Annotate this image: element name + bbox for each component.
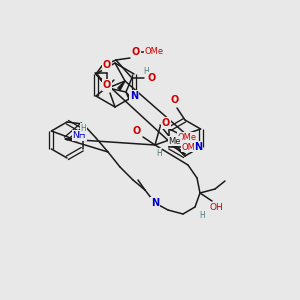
Text: O: O	[133, 126, 141, 136]
Polygon shape	[126, 92, 132, 101]
Text: H: H	[80, 124, 86, 133]
Text: N: N	[151, 198, 159, 208]
Text: O: O	[148, 73, 156, 83]
Polygon shape	[118, 81, 125, 90]
Text: OMe: OMe	[182, 142, 201, 152]
Text: H: H	[156, 148, 162, 158]
Text: OMe: OMe	[178, 133, 197, 142]
Text: NH: NH	[73, 131, 86, 140]
Text: N: N	[194, 142, 203, 152]
Text: O: O	[103, 60, 111, 70]
Text: O: O	[171, 95, 179, 105]
Text: O: O	[132, 47, 140, 57]
Text: Me: Me	[168, 136, 181, 146]
Text: O: O	[162, 118, 170, 128]
Text: O: O	[103, 80, 111, 90]
Text: N: N	[130, 91, 138, 101]
Text: H: H	[199, 211, 205, 220]
Text: OH: OH	[209, 202, 223, 211]
Text: H: H	[143, 68, 149, 76]
Text: OMe: OMe	[144, 47, 164, 56]
